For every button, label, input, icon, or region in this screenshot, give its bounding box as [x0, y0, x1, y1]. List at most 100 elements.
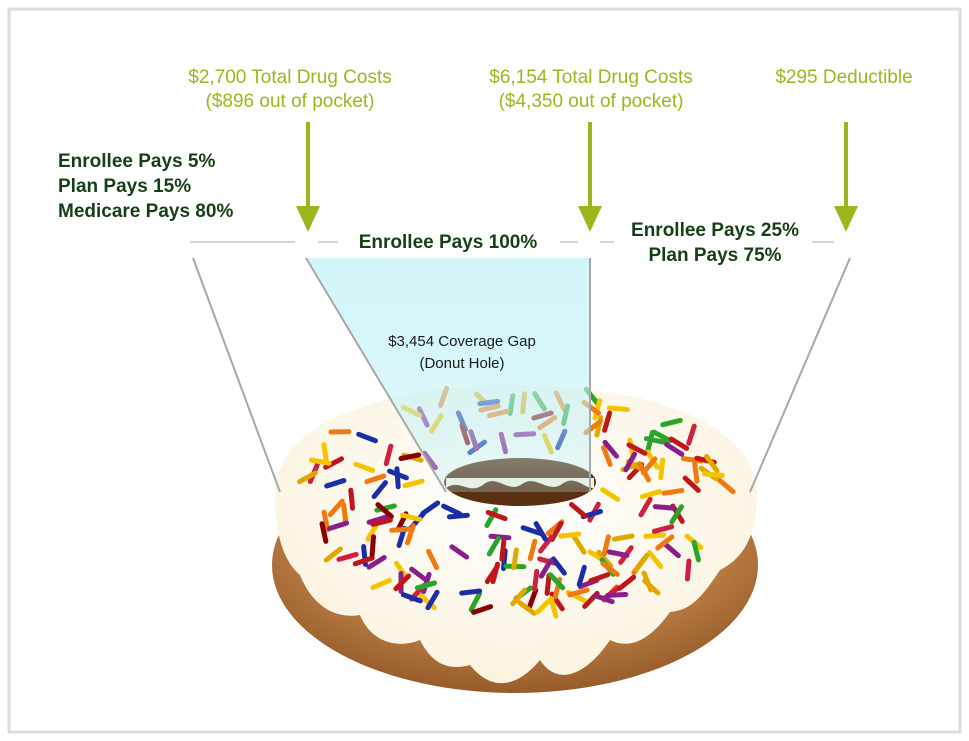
- sprinkle: [370, 517, 393, 527]
- sprinkle: [538, 558, 554, 579]
- sprinkle: [652, 504, 676, 511]
- sprinkle: [394, 466, 401, 490]
- sprinkle: [606, 405, 630, 412]
- sprinkle: [569, 502, 588, 519]
- sprinkle: [323, 546, 343, 563]
- sprinkle: [704, 453, 720, 474]
- sprinkle: [405, 523, 416, 546]
- sprinkle: [643, 532, 667, 539]
- sprinkle: [308, 457, 332, 466]
- sprinkle: [398, 452, 422, 461]
- sprinkle: [511, 547, 519, 571]
- gap-region: [306, 258, 590, 492]
- guide-line: [749, 257, 851, 493]
- sprinkle: [348, 487, 356, 511]
- sprinkle: [449, 544, 470, 560]
- arrow-head: [834, 206, 858, 232]
- sprinkle: [571, 534, 587, 555]
- sprinkle: [638, 496, 653, 518]
- sprinkle: [655, 534, 675, 551]
- sprinkle: [468, 591, 482, 613]
- sprinkle: [336, 551, 359, 562]
- sprinkle: [691, 539, 702, 563]
- sprinkle: [547, 572, 566, 591]
- sprinkle: [517, 600, 537, 616]
- sprinkle: [520, 525, 543, 536]
- sprinkle: [660, 417, 683, 428]
- sprinkle: [533, 521, 548, 542]
- sprinkle: [588, 572, 611, 584]
- sprinkle: [441, 503, 463, 517]
- sprinkle: [669, 504, 685, 525]
- sprinkle: [611, 533, 635, 542]
- sprinkle: [526, 587, 539, 610]
- sprinkle: [602, 439, 620, 459]
- sprinkle: [596, 549, 614, 569]
- sprinkle: [643, 436, 667, 445]
- sprinkle: [353, 461, 376, 473]
- gap-title: $3,454 Coverage Gap: [388, 333, 536, 350]
- sprinkle: [646, 550, 664, 570]
- phase-line: Medicare Pays 80%: [58, 201, 233, 222]
- sprinkle: [538, 534, 555, 554]
- phase-line: Plan Pays 15%: [58, 176, 191, 197]
- sprinkle: [623, 451, 638, 473]
- sprinkle: [606, 549, 630, 558]
- sprinkle: [365, 521, 380, 542]
- sprinkle: [617, 574, 637, 591]
- phase-line: Enrollee Pays 5%: [58, 151, 215, 172]
- sprinkle: [527, 538, 538, 562]
- sprinkle: [414, 580, 438, 591]
- sprinkle: [409, 566, 429, 583]
- sprinkle: [600, 487, 621, 502]
- phase-line: Plan Pays 75%: [648, 245, 781, 266]
- sprinkle: [558, 531, 582, 539]
- sprinkle: [393, 560, 410, 581]
- arrow-head: [578, 206, 602, 232]
- sprinkle: [364, 473, 387, 485]
- sprinkle: [601, 445, 613, 467]
- sprinkle: [321, 509, 331, 533]
- sprinkle: [393, 573, 412, 592]
- gap-subtitle: (Donut Hole): [419, 355, 504, 372]
- sprinkle: [297, 470, 318, 485]
- marker-title: $6,154 Total Drug Costs: [489, 67, 693, 88]
- sprinkle: [716, 477, 736, 495]
- arrows: [296, 122, 858, 232]
- sprinkle: [605, 591, 629, 598]
- sprinkle: [692, 460, 700, 484]
- sprinkle: [326, 520, 350, 531]
- sprinkle: [640, 456, 658, 476]
- sprinkle: [485, 509, 508, 522]
- sprinkle: [459, 588, 483, 596]
- sprinkle: [499, 538, 507, 562]
- sprinkle: [366, 514, 389, 525]
- sprinkle: [532, 568, 540, 592]
- donut-icing: [275, 385, 757, 684]
- sprinkle: [639, 489, 663, 499]
- sprinkle: [420, 500, 441, 516]
- sprinkle: [486, 535, 501, 557]
- marker-title: $295 Deductible: [775, 67, 912, 88]
- sprinkle: [510, 587, 528, 607]
- sprinkle: [471, 604, 494, 615]
- sprinkle: [567, 587, 590, 598]
- sprinkle: [341, 502, 349, 525]
- sprinkle: [576, 564, 587, 588]
- sprinkle: [550, 556, 567, 576]
- sprinkle: [324, 478, 347, 489]
- marker-title: $2,700 Total Drug Costs: [188, 67, 392, 88]
- sprinkle: [356, 431, 378, 444]
- sprinkle: [641, 570, 654, 593]
- sprinkle: [371, 480, 388, 500]
- sprinkle: [701, 471, 725, 479]
- phase-line: Enrollee Pays 25%: [631, 220, 799, 241]
- sprinkle: [662, 541, 681, 559]
- sprinkle: [352, 555, 375, 567]
- sprinkle: [446, 512, 470, 520]
- sprinkle: [601, 534, 611, 557]
- sprinkle: [686, 423, 697, 446]
- sprinkle: [626, 442, 648, 456]
- marker-subtitle: ($4,350 out of pocket): [499, 91, 684, 112]
